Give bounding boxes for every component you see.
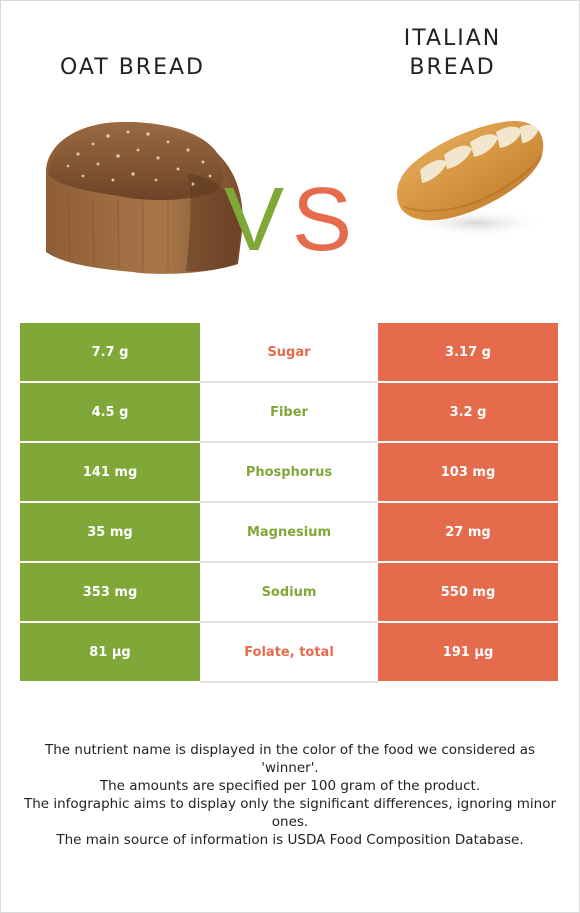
table-row: 7.7 g Sugar 3.17 g [20,323,558,383]
italian-bread-image [397,120,547,237]
oat-bread-value: 353 mg [20,563,200,621]
vs-letter-s: S [292,170,352,260]
oat-bread-value: 7.7 g [20,323,200,381]
table-row: 81 µg Folate, total 191 µg [20,623,558,683]
nutrient-name: Folate, total [200,623,378,681]
food-title-line: BREAD [409,55,496,80]
row-divider [200,621,378,623]
footnote-line: The main source of information is USDA F… [56,832,524,848]
vs-label: V S [224,170,352,260]
oat-bread-value: 81 µg [20,623,200,681]
nutrient-name: Phosphorus [200,443,378,501]
footnote-line: The nutrient name is displayed in the co… [44,742,536,776]
footnote-line: The infographic aims to display only the… [23,796,557,830]
nutrient-name: Sodium [200,563,378,621]
nutrient-name: Magnesium [200,503,378,561]
table-row: 353 mg Sodium 550 mg [20,563,558,623]
oat-bread-image [46,122,243,274]
italian-bread-value: 3.17 g [378,323,558,381]
row-divider [200,681,378,683]
vs-letter-v: V [224,170,284,260]
italian-bread-value: 27 mg [378,503,558,561]
italian-bread-value: 191 µg [378,623,558,681]
italian-bread-value: 103 mg [378,443,558,501]
row-divider [200,381,378,383]
oat-bread-value: 141 mg [20,443,200,501]
italian-bread-value: 3.2 g [378,383,558,441]
italian-bread-value: 550 mg [378,563,558,621]
footnote: The nutrient name is displayed in the co… [18,741,562,849]
row-divider [200,441,378,443]
nutrient-name: Fiber [200,383,378,441]
oat-bread-value: 4.5 g [20,383,200,441]
nutrient-comparison-table: 7.7 g Sugar 3.17 g 4.5 g Fiber 3.2 g 141… [20,323,558,683]
nutrient-name: Sugar [200,323,378,381]
table-row: 141 mg Phosphorus 103 mg [20,443,558,503]
row-divider [200,501,378,503]
row-divider [200,561,378,563]
table-row: 4.5 g Fiber 3.2 g [20,383,558,443]
food-title-oat-bread: OAT BREAD [60,55,205,80]
footnote-line: The amounts are specified per 100 gram o… [99,778,481,794]
oat-bread-value: 35 mg [20,503,200,561]
table-row: 35 mg Magnesium 27 mg [20,503,558,563]
food-title-italian-bread: ITALIAN BREAD [340,24,565,82]
food-title-line: ITALIAN [403,26,502,51]
